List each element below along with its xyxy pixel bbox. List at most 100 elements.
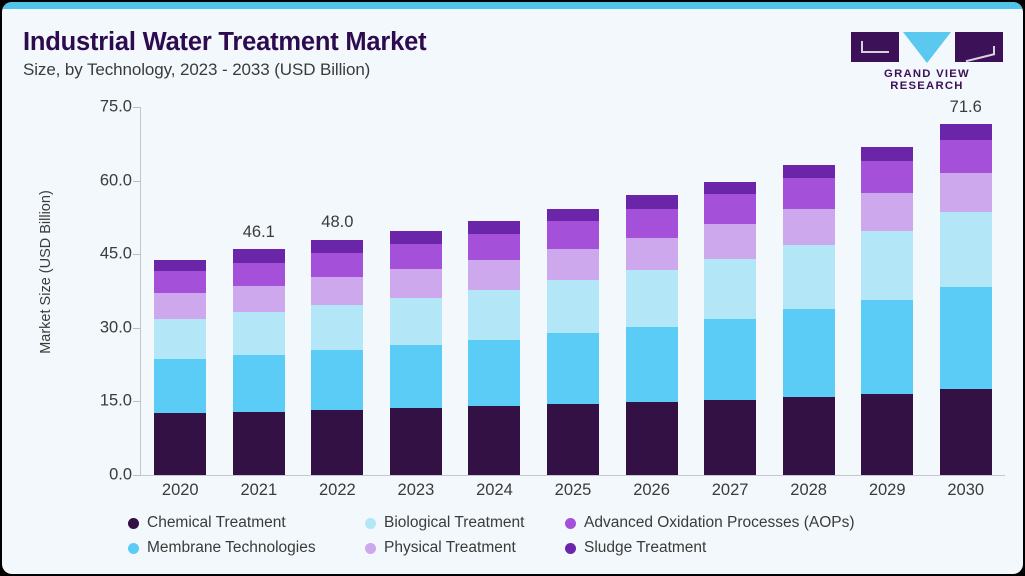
stacked-bar[interactable] (232, 248, 285, 475)
bar-segment[interactable] (468, 406, 521, 475)
bar-column[interactable]: 2026 (612, 89, 691, 499)
bar-segment[interactable] (468, 259, 521, 290)
bar-segment[interactable] (704, 318, 757, 400)
bar-segment[interactable] (704, 181, 757, 195)
bar-column[interactable]: 2027 (691, 89, 770, 499)
legend-label: Advanced Oxidation Processes (AOPs) (584, 514, 855, 531)
bar-segment[interactable] (939, 389, 992, 475)
x-axis-line (140, 475, 1005, 476)
bar-segment[interactable] (625, 402, 678, 475)
bar-segment[interactable] (232, 248, 285, 263)
bar-segment[interactable] (154, 413, 207, 475)
stacked-bar[interactable] (625, 194, 678, 475)
bar-segment[interactable] (389, 268, 442, 298)
legend-label: Biological Treatment (384, 514, 525, 531)
bar-segment[interactable] (547, 208, 599, 222)
bar-segment[interactable] (704, 258, 757, 319)
stacked-bar[interactable] (468, 220, 521, 475)
bar-segment[interactable] (625, 326, 678, 403)
bar-segment[interactable] (389, 345, 442, 409)
bar-segment[interactable] (939, 139, 992, 174)
bar-segment[interactable] (389, 243, 442, 269)
bar-column[interactable]: 2029 (848, 89, 927, 499)
bar-segment[interactable] (782, 244, 835, 310)
bar-column[interactable]: 2020 (141, 89, 220, 499)
bar-segment[interactable] (389, 230, 442, 244)
bar-segment[interactable] (782, 397, 835, 475)
legend-swatch-icon (565, 517, 576, 529)
bar-segment[interactable] (625, 270, 678, 327)
legend-item[interactable]: Physical Treatment (365, 539, 565, 557)
bar-segment[interactable] (782, 309, 835, 398)
bar-segment[interactable] (389, 297, 442, 345)
bar-segment[interactable] (939, 173, 992, 213)
bar-column[interactable]: 2024 (455, 89, 534, 499)
bar-segment[interactable] (232, 262, 285, 286)
bar-segment[interactable] (625, 209, 678, 238)
stacked-bar[interactable] (154, 260, 207, 475)
bar-segment[interactable] (232, 354, 285, 412)
bar-segment[interactable] (861, 394, 914, 475)
bar-segment[interactable] (468, 220, 521, 234)
bar-column[interactable]: 46.1 2021 (220, 89, 299, 499)
legend-item[interactable]: Biological Treatment (365, 514, 565, 532)
bar-segment[interactable] (547, 280, 599, 334)
stacked-bar[interactable] (389, 230, 442, 475)
bar-segment[interactable] (154, 318, 207, 360)
bar-segment[interactable] (782, 164, 835, 178)
bar-segment[interactable] (861, 193, 914, 231)
bar-segment[interactable] (625, 194, 678, 210)
bar-segment[interactable] (389, 408, 442, 475)
legend-item[interactable]: Membrane Technologies (128, 539, 365, 557)
stacked-bar[interactable] (547, 208, 599, 475)
legend-item[interactable]: Advanced Oxidation Processes (AOPs) (565, 514, 855, 532)
bar-column[interactable]: 2023 (377, 89, 456, 499)
bar-segment[interactable] (311, 253, 364, 278)
bar-segment[interactable] (625, 237, 678, 271)
stacked-bar[interactable] (939, 123, 992, 475)
stacked-bar[interactable] (782, 164, 835, 475)
bar-segment[interactable] (704, 224, 757, 259)
bar-segment[interactable] (311, 409, 364, 475)
bar-segment[interactable] (861, 161, 914, 194)
bar-segment[interactable] (704, 194, 757, 225)
bar-segment[interactable] (468, 233, 521, 260)
bar-segment[interactable] (154, 271, 207, 294)
stacked-bar[interactable] (311, 239, 364, 475)
bar-segment[interactable] (547, 333, 599, 405)
legend-item[interactable]: Chemical Treatment (128, 514, 365, 532)
bar-segment[interactable] (468, 289, 521, 340)
bar-segment[interactable] (782, 177, 835, 210)
legend-label: Chemical Treatment (147, 514, 286, 531)
bar-segment[interactable] (232, 285, 285, 312)
bar-segment[interactable] (939, 286, 992, 390)
stacked-bar[interactable] (704, 181, 757, 475)
bar-segment[interactable] (861, 299, 914, 395)
bar-column[interactable]: 2028 (769, 89, 848, 499)
bar-segment[interactable] (311, 277, 364, 305)
bar-segment[interactable] (547, 248, 599, 281)
bar-segment[interactable] (468, 339, 521, 407)
bar-segment[interactable] (154, 260, 207, 272)
stacked-bar[interactable] (861, 146, 914, 475)
bar-segment[interactable] (939, 212, 992, 287)
bar-segment[interactable] (782, 209, 835, 245)
bar-segment[interactable] (232, 311, 285, 355)
bar-segment[interactable] (154, 293, 207, 319)
bar-segment[interactable] (939, 123, 992, 140)
bar-segment[interactable] (311, 304, 364, 350)
bar-column[interactable]: 71.6 2030 (926, 89, 1005, 499)
bar-segment[interactable] (861, 146, 914, 162)
bar-segment[interactable] (547, 221, 599, 249)
logo-triangle-icon (903, 31, 951, 63)
bar-segment[interactable] (154, 359, 207, 414)
bar-segment[interactable] (311, 239, 364, 254)
bar-segment[interactable] (311, 349, 364, 410)
bar-segment[interactable] (704, 399, 757, 475)
bar-column[interactable]: 48.0 2022 (298, 89, 377, 499)
bar-segment[interactable] (232, 411, 285, 475)
legend-item[interactable]: Sludge Treatment (565, 539, 706, 557)
bar-column[interactable]: 2025 (534, 89, 613, 499)
bar-segment[interactable] (861, 230, 914, 300)
bar-segment[interactable] (547, 404, 599, 475)
